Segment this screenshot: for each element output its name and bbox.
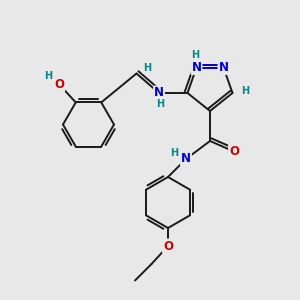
Text: H: H [143,63,151,73]
Text: N: N [191,61,202,74]
Text: N: N [218,61,229,74]
Text: H: H [44,71,52,81]
Text: H: H [170,148,178,158]
Text: H: H [191,50,199,61]
Text: O: O [54,78,64,91]
Text: H: H [241,86,249,97]
Text: N: N [154,86,164,100]
Text: N: N [181,152,191,166]
Text: O: O [229,145,239,158]
Text: H: H [156,99,165,110]
Text: O: O [163,239,173,253]
